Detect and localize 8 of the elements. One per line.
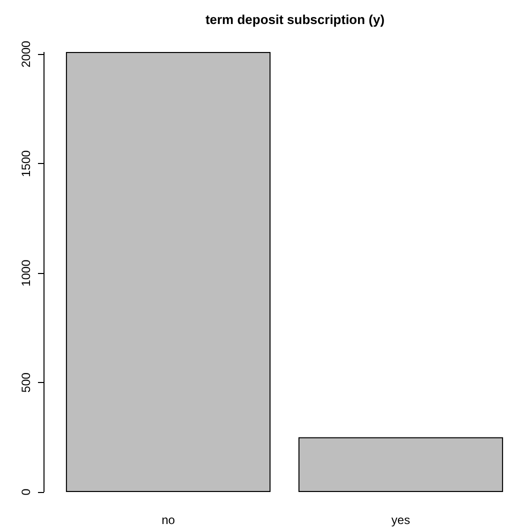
chart-title: term deposit subscription (y) [205,12,385,27]
y-tick-label: 1500 [19,150,33,177]
y-tick-label: 0 [19,488,33,496]
y-tick-label: 1000 [19,259,33,286]
x-tick-label: no [162,513,176,527]
y-tick-label: 2000 [19,40,33,68]
y-tick-label: 500 [19,372,33,393]
x-tick-label: yes [391,513,410,527]
